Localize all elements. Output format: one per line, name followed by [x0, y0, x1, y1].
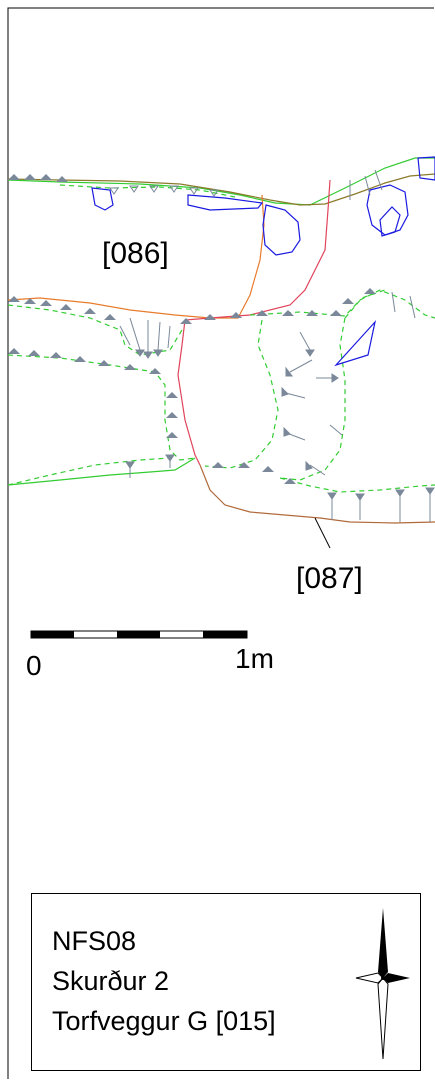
stone-3	[262, 204, 301, 256]
stone-1	[91, 187, 114, 211]
stone-2	[187, 194, 264, 211]
stones	[91, 156, 435, 367]
hachures	[119, 169, 435, 522]
legend-box: NFS08 Skurður 2 Torfveggur G [015]	[31, 893, 421, 1071]
open-markers	[109, 185, 219, 197]
slope-markers	[8, 174, 376, 484]
legend-site: NFS08	[52, 926, 137, 956]
drawing-frame	[7, 7, 434, 1079]
stone-7	[334, 319, 377, 367]
label-087: [087]	[296, 562, 363, 595]
olive-edge-top	[7, 173, 435, 206]
scale-end-label: 1m	[235, 643, 274, 674]
green-edge-bottom	[7, 457, 196, 486]
leader-087	[314, 517, 331, 549]
brown-edge-087	[199, 464, 435, 524]
scale-bar: 0 1m	[26, 630, 274, 681]
dashed-turf-outlines	[7, 184, 435, 493]
legend-feature: Torfveggur G [015]	[52, 1006, 276, 1036]
scale-start-label: 0	[26, 650, 42, 681]
label-086: [086]	[102, 237, 169, 270]
stone-6	[417, 156, 435, 181]
green-edge-top	[7, 157, 435, 206]
stone-4	[366, 184, 409, 236]
north-arrow-icon	[355, 908, 410, 1060]
legend-trench: Skurður 2	[52, 966, 170, 996]
red-edge-087	[177, 179, 331, 466]
stone-5	[379, 206, 401, 237]
